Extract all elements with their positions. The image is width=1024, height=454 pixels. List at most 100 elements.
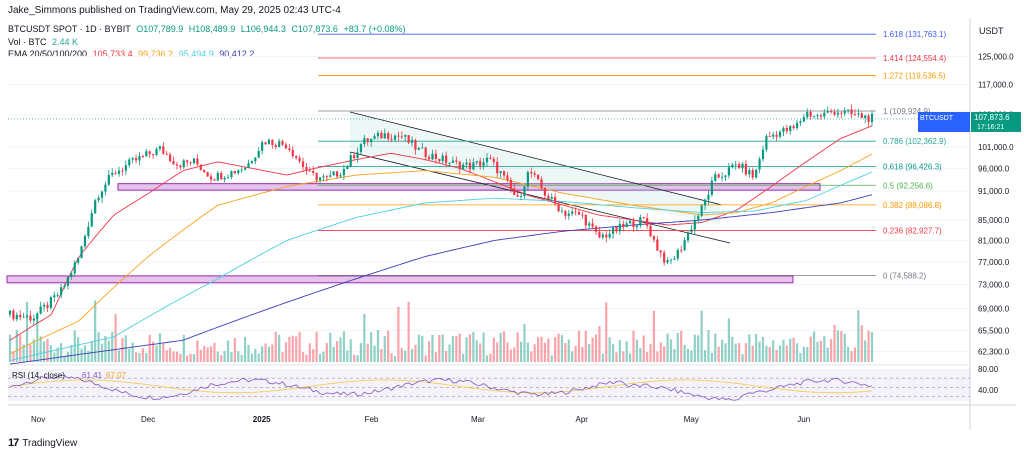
- volume-bar: [94, 300, 97, 362]
- candle-body: [615, 226, 618, 232]
- volume-bar: [370, 332, 373, 362]
- candle-body: [186, 160, 189, 163]
- volume-bar: [605, 302, 608, 362]
- volume-bar: [472, 331, 475, 362]
- price-chart[interactable]: 125,000.0117,000.0109,000.0101,000.096,0…: [0, 0, 1024, 430]
- volume-bar: [642, 335, 645, 362]
- y-tick-label: 69,000.0: [978, 304, 1010, 313]
- candle-body: [669, 259, 673, 261]
- y-tick-label: 81,000.0: [978, 236, 1010, 245]
- volume-bar: [318, 353, 322, 362]
- volume-bar: [134, 352, 138, 362]
- volume-bar: [346, 350, 349, 362]
- volume-bar: [36, 317, 39, 362]
- volume-bar: [496, 342, 499, 362]
- volume-bar: [867, 330, 870, 362]
- volume-bar: [448, 344, 451, 362]
- rsi-line: [9, 374, 873, 401]
- volume-bar: [519, 341, 523, 362]
- candle-body: [308, 170, 311, 172]
- rsi-ma-value: 67.07: [106, 371, 127, 380]
- candle-body: [799, 121, 802, 123]
- candle-body: [462, 164, 465, 170]
- volume-bar: [356, 355, 359, 362]
- volume-bar: [97, 332, 100, 362]
- ema-label[interactable]: EMA 20/50/100/200: [8, 49, 88, 59]
- candle-body: [496, 161, 499, 174]
- candle-body: [305, 166, 308, 171]
- volume-bar: [407, 301, 410, 362]
- candle-body: [264, 142, 267, 145]
- candle-body: [465, 162, 468, 165]
- volume-bar: [468, 334, 472, 362]
- candle-body: [826, 111, 829, 113]
- candle-body: [250, 161, 254, 164]
- candle-body: [397, 135, 400, 137]
- volume-bar: [683, 344, 686, 362]
- candle-body: [656, 239, 659, 251]
- candle-body: [329, 175, 332, 177]
- volume-bar: [482, 332, 485, 362]
- candle-body: [816, 115, 819, 117]
- candle-body: [80, 246, 83, 258]
- candle-body: [295, 156, 298, 158]
- volume-bar: [233, 337, 236, 362]
- volume-bar: [325, 343, 328, 362]
- candle-body: [789, 126, 792, 132]
- volume-bar: [438, 334, 441, 362]
- volume-bar: [291, 335, 294, 362]
- volume-bar: [748, 334, 751, 362]
- volume-bar: [421, 335, 424, 362]
- volume-bar: [131, 342, 134, 362]
- candle-body: [261, 142, 264, 151]
- volume-bar: [192, 353, 196, 362]
- volume-bar: [574, 345, 577, 362]
- footer: 17 TradingView: [8, 437, 77, 449]
- volume-bar: [789, 338, 792, 362]
- volume-label[interactable]: Vol · BTC: [8, 37, 47, 47]
- volume-bar: [73, 330, 76, 362]
- volume-bar: [659, 342, 662, 362]
- volume-bar: [332, 347, 335, 362]
- volume-bar: [697, 335, 700, 362]
- volume-bar: [53, 352, 56, 362]
- candle-body: [63, 285, 66, 288]
- volume-bar: [216, 351, 219, 362]
- candle-body: [489, 157, 492, 159]
- footer-logo-text: TradingView: [22, 437, 78, 449]
- candle-body: [659, 250, 662, 253]
- volume-bar: [46, 338, 49, 362]
- volume-bar: [383, 336, 386, 362]
- volume-bar: [373, 345, 376, 362]
- candle-body: [257, 150, 260, 158]
- volume-bar: [458, 333, 461, 362]
- candle-body: [680, 249, 683, 251]
- volume-bar: [816, 341, 819, 362]
- y-tick-label: 101,000.0: [978, 143, 1014, 152]
- volume-bar: [618, 340, 621, 362]
- volume-bar: [700, 310, 703, 362]
- volume-bar: [70, 345, 73, 362]
- candle-body: [278, 141, 281, 148]
- candle-body: [857, 113, 860, 115]
- candle-body: [46, 304, 49, 308]
- candle-body: [867, 115, 870, 122]
- candle-body: [717, 174, 720, 178]
- y-tick-label: 77,000.0: [978, 258, 1010, 267]
- volume-bar: [12, 351, 15, 362]
- candle-body: [237, 170, 240, 174]
- volume-bar: [376, 330, 380, 362]
- symbol-name[interactable]: BTCUSDT SPOT · 1D · BYBIT: [8, 24, 131, 34]
- candle-body: [233, 171, 236, 174]
- currency-label: USDT: [979, 26, 1004, 36]
- ema100-value: 95,494.9: [178, 49, 214, 59]
- candle-body: [843, 110, 846, 114]
- candle-body: [632, 220, 635, 228]
- candle-body: [332, 171, 335, 176]
- candle-body: [441, 155, 444, 162]
- volume-bar: [124, 335, 127, 362]
- candle-body: [148, 151, 151, 155]
- ema200-value: 90,412.2: [219, 49, 255, 59]
- volume-bar: [264, 343, 267, 362]
- candle-body: [768, 136, 771, 137]
